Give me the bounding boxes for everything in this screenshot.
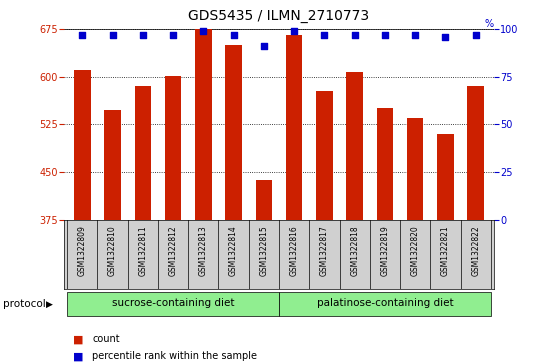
Bar [377, 109, 393, 220]
Bar [347, 72, 363, 220]
Text: GSM1322818: GSM1322818 [350, 225, 359, 276]
Text: palatinose-containing diet: palatinose-containing diet [316, 298, 453, 309]
Text: GSM1322815: GSM1322815 [259, 225, 268, 276]
Point [229, 32, 238, 38]
Bar [468, 86, 484, 220]
Text: GDS5435 / ILMN_2710773: GDS5435 / ILMN_2710773 [189, 9, 369, 23]
Text: ▶: ▶ [46, 299, 53, 309]
Text: GSM1322814: GSM1322814 [229, 225, 238, 276]
Bar [407, 118, 424, 220]
Text: sucrose-containing diet: sucrose-containing diet [112, 298, 234, 309]
Point [78, 32, 87, 38]
Bar [165, 76, 181, 220]
Text: ■: ■ [73, 334, 83, 344]
Point [199, 28, 208, 34]
Text: ■: ■ [73, 351, 83, 362]
Text: percentile rank within the sample: percentile rank within the sample [92, 351, 257, 362]
Text: GSM1322822: GSM1322822 [471, 225, 480, 276]
Text: GSM1322813: GSM1322813 [199, 225, 208, 276]
Point [411, 32, 420, 38]
Text: GSM1322817: GSM1322817 [320, 225, 329, 276]
Bar [316, 91, 333, 220]
Bar [225, 45, 242, 220]
Bar [67, 292, 279, 316]
Text: GSM1322820: GSM1322820 [411, 225, 420, 276]
Text: GSM1322811: GSM1322811 [138, 225, 147, 276]
Text: protocol: protocol [3, 299, 46, 309]
Point [138, 32, 147, 38]
Point [381, 32, 389, 38]
Point [259, 43, 268, 49]
Point [350, 32, 359, 38]
Bar [104, 110, 121, 220]
Bar [256, 180, 272, 220]
Bar [74, 70, 90, 220]
Bar [437, 134, 454, 220]
Point [290, 28, 299, 34]
Text: count: count [92, 334, 120, 344]
Point [471, 32, 480, 38]
Text: GSM1322819: GSM1322819 [381, 225, 389, 276]
Text: GSM1322812: GSM1322812 [169, 225, 177, 276]
Bar [195, 29, 211, 220]
Text: GSM1322810: GSM1322810 [108, 225, 117, 276]
Bar [286, 35, 302, 220]
Text: %: % [485, 19, 494, 29]
Text: GSM1322809: GSM1322809 [78, 225, 87, 276]
Bar [279, 292, 491, 316]
Text: GSM1322816: GSM1322816 [290, 225, 299, 276]
Text: GSM1322821: GSM1322821 [441, 225, 450, 276]
Point [108, 32, 117, 38]
Point [169, 32, 177, 38]
Bar [134, 86, 151, 220]
Point [320, 32, 329, 38]
Point [441, 34, 450, 40]
